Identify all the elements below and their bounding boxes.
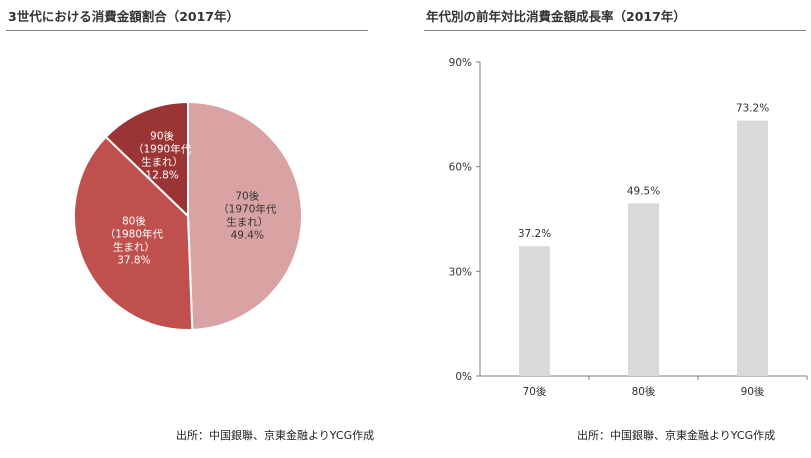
pie-slice-2 <box>104 100 189 219</box>
pie-slice-label-0-0: 70後 <box>235 189 259 202</box>
bar-1 <box>628 203 659 376</box>
y-tick-label-0: 0% <box>455 371 472 383</box>
pie-chart-title: 3世代における消費金額割合（2017年） <box>8 9 239 24</box>
pie-panel: 3世代における消費金額割合（2017年） 70後 （1970年代 生まれ） 49.4%… <box>0 0 405 458</box>
pie-slice-label-0-1: （1970年代 <box>218 202 277 215</box>
y-tick-label-3: 90% <box>449 57 472 69</box>
pie-slice-label-1-1: （1980年代 <box>105 228 164 241</box>
bar-value-label-0: 37.2% <box>518 228 551 240</box>
pie-slice-label-0-3: 49.4% <box>231 229 264 241</box>
pie-slice-1 <box>72 135 194 331</box>
pie-slice-label-1-3: 37.8% <box>117 255 150 267</box>
bar-chart: 0% 30% 60% 90% 37.2% 70後 49.5% 80後 73.2% 90後 <box>449 57 808 398</box>
x-tick-label-1: 80後 <box>632 385 656 398</box>
bar-value-label-1: 49.5% <box>627 185 660 197</box>
bar-2 <box>737 120 768 376</box>
bar-source-note: 出所：中国銀聯、京東金融よりYCG作成 <box>577 429 776 442</box>
pie-slice-label-2-0: 90後 <box>150 130 174 143</box>
bar-chart-title: 年代別の前年対比消費金額成長率（2017年） <box>426 9 686 24</box>
pie-slice-label-2-1: （1990年代 <box>133 143 192 156</box>
pie-slice-label-1-2: 生まれ） <box>113 241 155 254</box>
x-tick-label-0: 70後 <box>523 385 547 398</box>
bar-title-rule <box>424 30 806 31</box>
pie-slice-label-0-2: 生まれ） <box>226 215 268 228</box>
pie-source-note: 出所：中国銀聯、京東金融よりYCG作成 <box>176 429 375 442</box>
bar-0 <box>519 246 550 376</box>
pie-slice-label-1-0: 80後 <box>122 215 146 228</box>
bar-panel: 年代別の前年対比消費金額成長率（2017年） 0% 30% 60% 90% 37.2% 7… <box>405 0 811 458</box>
y-tick-label-2: 60% <box>449 162 472 174</box>
x-tick-label-2: 90後 <box>741 385 765 398</box>
pie-slice-0 <box>187 100 304 331</box>
y-tick-label-1: 30% <box>449 266 472 278</box>
pie-title-rule <box>6 30 368 31</box>
pie-slice-label-2-2: 生まれ） <box>141 156 183 169</box>
pie-slice-label-2-3: 12.8% <box>145 170 178 182</box>
bar-value-label-2: 73.2% <box>736 103 769 115</box>
pie-chart: 70後（1970年代生まれ）49.4%80後（1980年代生まれ）37.8%90… <box>72 100 304 331</box>
